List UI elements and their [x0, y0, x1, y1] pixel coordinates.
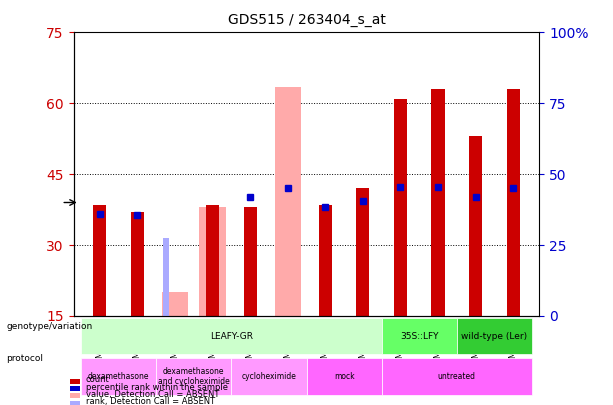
Text: mock: mock: [333, 372, 354, 381]
Bar: [319, 205, 332, 316]
Bar: [131, 212, 144, 316]
Bar: [506, 89, 520, 316]
Bar: [469, 136, 482, 316]
Text: count: count: [86, 375, 110, 384]
Text: dexamethasone: dexamethasone: [88, 372, 150, 381]
Bar: [432, 89, 444, 316]
Text: percentile rank within the sample: percentile rank within the sample: [86, 383, 228, 392]
Bar: [93, 205, 107, 316]
Text: value, Detection Call = ABSENT: value, Detection Call = ABSENT: [86, 390, 219, 399]
FancyBboxPatch shape: [156, 358, 231, 395]
Text: LEAFY-GR: LEAFY-GR: [210, 332, 253, 341]
Text: protocol: protocol: [6, 354, 43, 363]
Bar: [162, 238, 169, 316]
Text: genotype/variation: genotype/variation: [6, 322, 93, 330]
Text: cycloheximide: cycloheximide: [242, 372, 296, 381]
Bar: [243, 207, 257, 316]
Text: untreated: untreated: [438, 372, 476, 381]
Bar: [356, 188, 370, 316]
FancyBboxPatch shape: [457, 318, 532, 354]
FancyBboxPatch shape: [306, 358, 382, 395]
Text: rank, Detection Call = ABSENT: rank, Detection Call = ABSENT: [86, 397, 215, 405]
Bar: [206, 205, 219, 316]
Bar: [394, 98, 407, 316]
Title: GDS515 / 263404_s_at: GDS515 / 263404_s_at: [227, 13, 386, 27]
Text: dexamethasone
and cycloheximide: dexamethasone and cycloheximide: [158, 367, 230, 386]
FancyBboxPatch shape: [382, 358, 532, 395]
Bar: [162, 292, 188, 316]
Bar: [275, 87, 301, 316]
FancyBboxPatch shape: [382, 318, 457, 354]
Text: wild-type (Ler): wild-type (Ler): [462, 332, 527, 341]
Text: 35S::LFY: 35S::LFY: [400, 332, 438, 341]
Bar: [199, 207, 226, 316]
FancyBboxPatch shape: [231, 358, 306, 395]
FancyBboxPatch shape: [81, 358, 156, 395]
FancyBboxPatch shape: [81, 318, 382, 354]
